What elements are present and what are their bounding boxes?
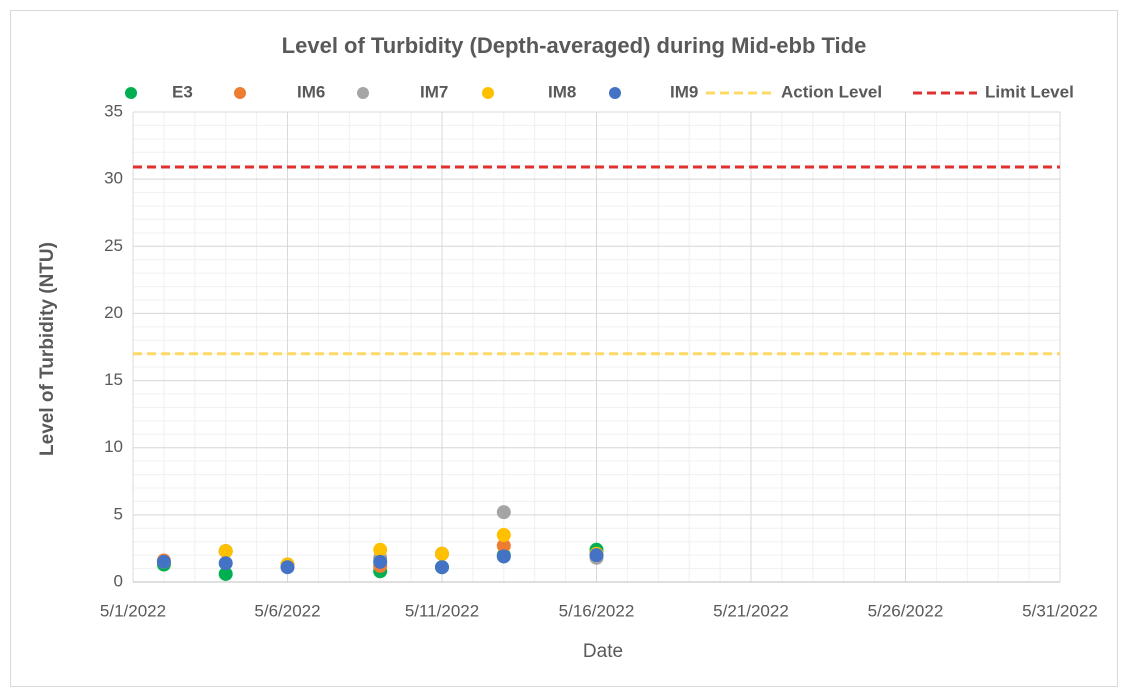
point xyxy=(218,566,233,581)
y-tick-label: 10 xyxy=(104,437,123,456)
x-tick-label: 5/11/2022 xyxy=(405,601,479,620)
x-tick-label: 5/1/2022 xyxy=(100,601,166,620)
point xyxy=(496,538,511,553)
point xyxy=(156,554,171,569)
legend-marker xyxy=(482,87,494,99)
y-tick-label: 30 xyxy=(104,169,123,188)
point xyxy=(373,542,388,557)
y-tick-label: 15 xyxy=(104,370,123,389)
x-axis-label: Date xyxy=(583,641,623,662)
x-tick-label: 5/6/2022 xyxy=(254,601,320,620)
legend-marker xyxy=(125,87,137,99)
legend-label: Action Level xyxy=(781,82,882,101)
chart-title: Level of Turbidity (Depth-averaged) duri… xyxy=(282,33,867,58)
y-tick-label: 25 xyxy=(104,236,123,255)
x-tick-label: 5/31/2022 xyxy=(1022,601,1098,620)
legend-marker xyxy=(357,87,369,99)
point xyxy=(218,556,233,571)
legend-label: Limit Level xyxy=(985,82,1074,101)
y-tick-label: 35 xyxy=(104,101,123,120)
point xyxy=(435,560,449,575)
legend-label: IM7 xyxy=(420,82,448,101)
point xyxy=(373,554,388,569)
x-tick-label: 5/21/2022 xyxy=(713,601,789,620)
point xyxy=(589,548,604,563)
point xyxy=(496,528,511,542)
x-tick-label: 5/16/2022 xyxy=(559,601,635,620)
legend-marker xyxy=(609,87,621,99)
legend-label: IM8 xyxy=(548,82,576,101)
point xyxy=(218,544,233,559)
point xyxy=(496,549,511,564)
y-tick-label: 20 xyxy=(104,303,123,322)
y-tick-label: 5 xyxy=(114,504,123,523)
point xyxy=(435,546,449,561)
y-tick-label: 0 xyxy=(114,571,123,590)
point xyxy=(280,560,295,575)
x-tick-label: 5/26/2022 xyxy=(868,601,944,620)
y-axis-label: Level of Turbidity (NTU) xyxy=(37,242,58,456)
legend-label: E3 xyxy=(172,82,193,101)
legend-marker xyxy=(234,87,246,99)
legend-label: IM6 xyxy=(297,82,325,101)
point xyxy=(496,505,511,520)
legend-label: IM9 xyxy=(670,82,698,101)
